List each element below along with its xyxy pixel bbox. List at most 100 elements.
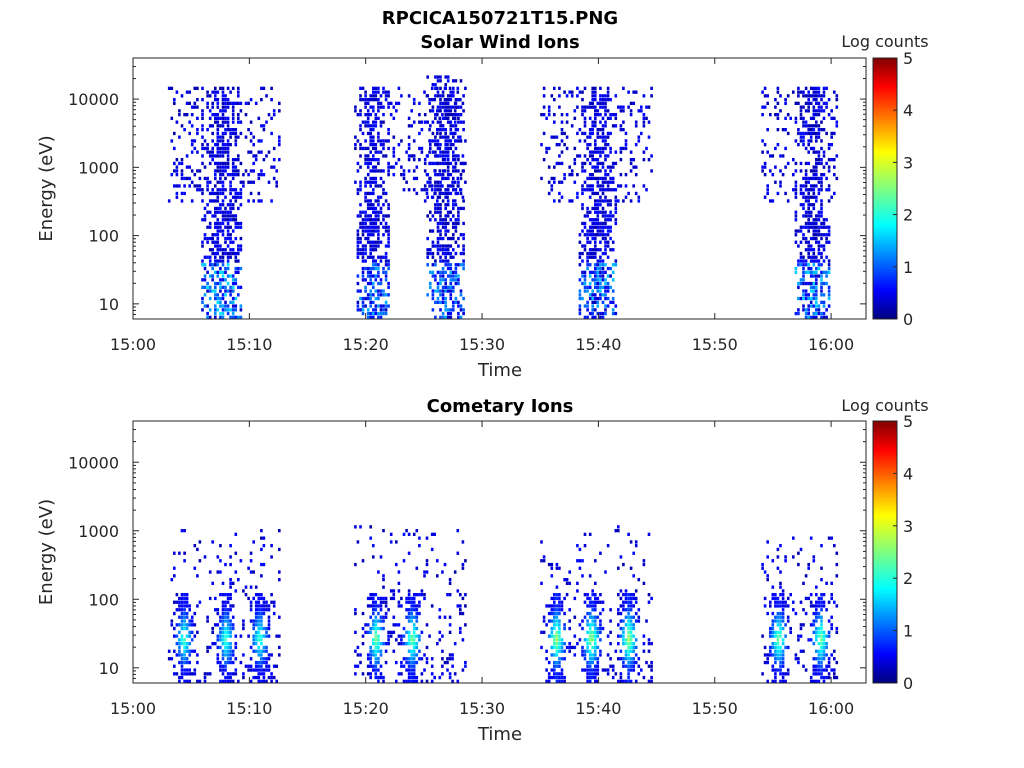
heatmap-cell <box>596 296 600 301</box>
heatmap-cell <box>459 79 463 83</box>
heatmap-cell <box>822 86 826 90</box>
heatmap-cell <box>211 263 214 267</box>
heatmap-cell <box>799 109 803 113</box>
heatmap-cell <box>802 649 805 653</box>
heatmap-cell <box>617 642 620 646</box>
heatmap-cell <box>637 195 641 199</box>
heatmap-cell <box>786 645 790 650</box>
heatmap-cell <box>591 120 594 124</box>
heatmap-cell <box>632 649 635 653</box>
heatmap-cell <box>815 296 818 301</box>
heatmap-cell <box>436 173 440 177</box>
heatmap-cell <box>374 225 378 229</box>
heatmap-cell <box>278 143 281 147</box>
heatmap-cell <box>418 638 421 642</box>
heatmap-cell <box>369 604 372 608</box>
heatmap-cell <box>779 184 782 188</box>
heatmap-cell <box>366 131 370 136</box>
heatmap-cell <box>431 105 435 109</box>
heatmap-cell <box>412 660 416 665</box>
heatmap-cell <box>550 184 554 188</box>
heatmap-cell <box>418 146 421 151</box>
heatmap-cell <box>231 214 235 218</box>
heatmap-cell <box>542 105 546 109</box>
heatmap-cell <box>581 169 584 173</box>
heatmap-cell <box>444 154 447 158</box>
heatmap-cell <box>807 596 810 601</box>
heatmap-cell <box>429 143 432 147</box>
heatmap-cell <box>178 615 181 619</box>
heatmap-cell <box>606 98 610 102</box>
heatmap-cell <box>586 188 589 192</box>
heatmap-cell <box>221 218 225 222</box>
heatmap-cell <box>588 240 592 244</box>
heatmap-cell <box>578 263 582 267</box>
heatmap-cell <box>234 188 238 192</box>
heatmap-cell <box>257 139 261 143</box>
heatmap-cell <box>591 131 594 136</box>
heatmap-cell <box>224 128 227 132</box>
heatmap-cell <box>436 154 440 158</box>
heatmap-cell <box>366 225 370 229</box>
heatmap-cell <box>614 150 618 154</box>
heatmap-cell <box>547 191 551 196</box>
heatmap-cell <box>833 649 836 653</box>
heatmap-cell <box>804 184 808 188</box>
heatmap-cell <box>596 259 600 263</box>
heatmap-cell <box>576 86 579 90</box>
heatmap-cell <box>257 679 261 683</box>
heatmap-cell <box>372 281 375 286</box>
heatmap-cell <box>364 113 367 117</box>
heatmap-cell <box>459 263 463 267</box>
heatmap-cell <box>188 642 191 646</box>
heatmap-cell <box>216 244 220 248</box>
heatmap-cell <box>224 308 227 312</box>
heatmap-cell <box>591 600 594 604</box>
heatmap-cell <box>601 146 605 151</box>
heatmap-cell <box>226 229 230 233</box>
heatmap-cell <box>214 263 217 267</box>
heatmap-cell <box>198 169 202 173</box>
heatmap-cell <box>611 263 615 267</box>
heatmap-cell <box>650 664 653 668</box>
heatmap-cell <box>439 248 442 252</box>
heatmap-cell <box>418 657 421 661</box>
heatmap-cell <box>267 634 271 638</box>
heatmap-cell <box>356 308 360 312</box>
heatmap-cell <box>629 642 633 646</box>
heatmap-cell <box>601 274 605 278</box>
heatmap-cell <box>560 128 564 132</box>
heatmap-cell <box>586 255 589 259</box>
heatmap-cell <box>599 281 602 286</box>
heatmap-cell <box>219 270 222 274</box>
heatmap-cell <box>817 225 821 229</box>
heatmap-cell <box>372 315 375 319</box>
heatmap-cell <box>219 660 222 665</box>
heatmap-cell <box>647 600 651 604</box>
heatmap-cell <box>439 161 442 166</box>
heatmap-cell <box>820 173 823 177</box>
heatmap-cell <box>627 611 630 616</box>
heatmap-cell <box>784 645 787 650</box>
heatmap-cell <box>797 229 800 233</box>
heatmap-cell <box>226 210 230 214</box>
heatmap-cell <box>260 98 263 102</box>
heatmap-cell <box>211 139 214 143</box>
heatmap-cell <box>815 169 818 173</box>
heatmap-cell <box>817 218 821 222</box>
heatmap-cell <box>558 199 561 203</box>
heatmap-cell <box>776 615 780 619</box>
heatmap-cell <box>779 604 782 608</box>
heatmap-cell <box>249 559 253 563</box>
heatmap-cell <box>449 90 453 94</box>
heatmap-cell <box>827 675 831 680</box>
heatmap-cell <box>449 139 453 143</box>
heatmap-cell <box>439 255 442 259</box>
heatmap-cell <box>377 642 380 646</box>
heatmap-cell <box>257 630 261 634</box>
heatmap-cell <box>591 653 594 657</box>
heatmap-cell <box>558 642 561 646</box>
heatmap-cell <box>366 281 370 286</box>
heatmap-cell <box>807 105 810 109</box>
heatmap-cell <box>267 668 271 672</box>
